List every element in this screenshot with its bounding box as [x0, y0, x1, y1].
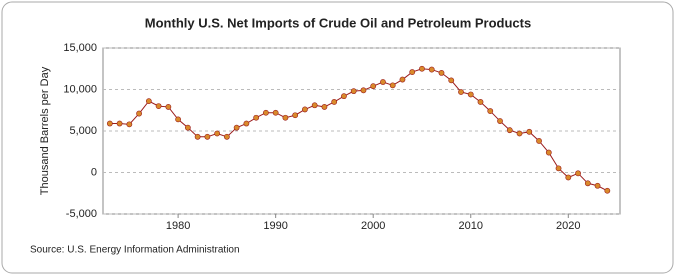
point: [467, 91, 474, 98]
point: [292, 112, 299, 119]
x-tick-label: 2000: [361, 220, 385, 232]
point: [389, 82, 396, 89]
point: [545, 149, 552, 156]
point: [331, 99, 338, 105]
point: [555, 165, 562, 172]
point: [350, 88, 357, 95]
source: Source: U.S. Energy Information Administ…: [30, 245, 240, 256]
point: [438, 70, 445, 76]
point: [214, 130, 221, 137]
point: [175, 116, 182, 123]
point: [584, 180, 591, 187]
point: [145, 98, 152, 105]
point: [399, 76, 406, 83]
point: [272, 109, 279, 116]
point: [263, 109, 269, 116]
point: [106, 120, 113, 127]
point: [448, 77, 455, 84]
point: [419, 65, 425, 72]
point: [282, 114, 289, 121]
x-tick-label: 2010: [459, 220, 483, 232]
y-tick-label: 15,000: [63, 42, 97, 54]
point: [565, 174, 572, 181]
point: [155, 103, 162, 109]
point: [253, 114, 260, 121]
point: [575, 170, 581, 177]
y-tick-label: -5,000: [66, 208, 97, 220]
y-tick-label: 0: [91, 166, 97, 178]
point: [194, 133, 201, 140]
x-tick-label: 1980: [166, 220, 190, 232]
point: [233, 124, 240, 131]
point: [184, 124, 191, 131]
point: [594, 182, 601, 189]
point: [341, 93, 347, 100]
point: [458, 89, 464, 95]
point: [165, 104, 172, 110]
point: [428, 66, 435, 73]
series-line: [109, 68, 608, 192]
point: [243, 120, 250, 127]
point: [506, 127, 513, 134]
point: [536, 138, 542, 144]
point: [136, 110, 142, 117]
chart-title: Monthly U.S. Net Imports of Crude Oil an…: [145, 15, 531, 30]
point: [321, 104, 328, 110]
point: [516, 130, 523, 137]
y-axis-label: Thousand Barrels per Day: [39, 66, 51, 195]
point: [487, 108, 494, 114]
frame: [1, 1, 674, 274]
x-tick-label: 1990: [263, 220, 287, 232]
x-tick-label: 2020: [556, 220, 580, 232]
point: [116, 120, 123, 127]
point: [477, 99, 484, 105]
point: [126, 121, 133, 128]
point: [370, 83, 377, 90]
point: [311, 102, 318, 109]
point: [302, 106, 308, 113]
point: [604, 187, 611, 194]
point: [380, 79, 386, 85]
point: [204, 133, 211, 140]
point: [497, 118, 503, 124]
point: [526, 128, 533, 135]
y-tick-label: 10,000: [63, 83, 97, 95]
point: [360, 87, 367, 94]
y-tick-label: 5,000: [69, 125, 97, 137]
point: [409, 69, 416, 75]
point: [223, 133, 230, 140]
